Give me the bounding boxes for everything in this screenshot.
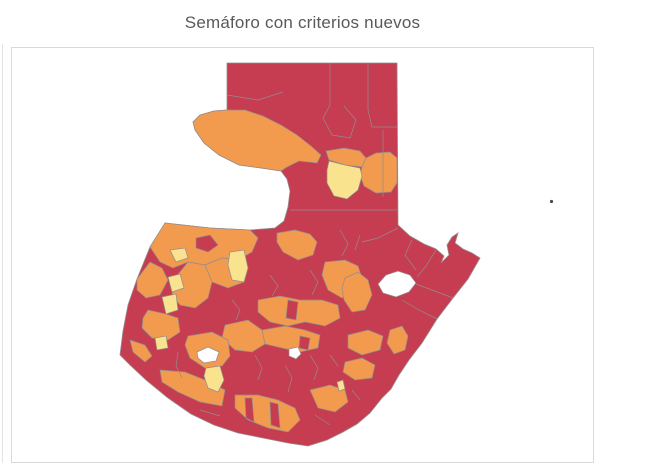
lake-izabal [377,270,417,298]
municipality-region[interactable] [342,357,376,381]
municipality-region[interactable] [136,261,169,299]
red-regions[interactable] [195,234,311,429]
water-bodies [196,270,417,364]
municipality-region[interactable] [167,273,185,293]
yellow-regions[interactable] [154,160,363,393]
municipality-region[interactable] [347,329,384,356]
no-data-region [288,346,302,360]
municipality-region[interactable] [169,247,189,263]
municipality-region[interactable] [161,293,179,315]
municipality-region[interactable] [336,379,346,392]
municipality-region[interactable] [244,397,255,423]
municipality-region[interactable] [386,325,409,355]
municipality-region[interactable] [141,309,181,341]
map-dot [549,199,554,204]
chart-title: Semáforo con criterios nuevos [184,13,421,32]
layout-divider [2,44,3,463]
map-panel [11,47,594,463]
municipality-region[interactable] [326,160,363,200]
lake-atitlan [196,346,220,364]
municipality-region[interactable] [298,335,311,351]
municipality-region[interactable] [192,109,322,172]
municipal-borders [175,63,454,426]
municipality-region[interactable] [129,339,153,363]
municipality-region[interactable] [276,229,318,261]
municipality-region[interactable] [257,295,341,327]
municipality-region[interactable] [159,369,226,407]
municipality-region[interactable] [341,271,373,313]
municipality-region[interactable] [359,151,398,194]
guatemala-map[interactable] [12,48,593,462]
municipality-region[interactable] [195,234,219,253]
municipality-region[interactable] [154,335,169,351]
municipality-region[interactable] [203,365,225,393]
municipality-region[interactable] [269,401,281,429]
municipality-region[interactable] [285,299,299,321]
municipality-region[interactable] [227,249,249,283]
municipality-region[interactable] [309,384,349,413]
